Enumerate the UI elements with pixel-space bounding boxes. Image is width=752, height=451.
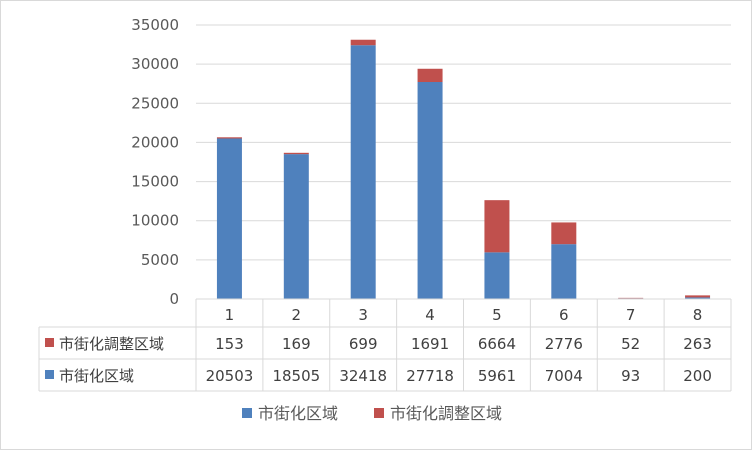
legend-label-urbanized: 市街化区域 [258,404,338,423]
bar-segment-urbanization-control [484,200,509,252]
table-cell-value: 52 [621,335,640,353]
table-cell-value: 6664 [478,335,516,353]
bar-segment-urbanization-control [284,153,309,154]
y-tick-label: 5000 [141,251,179,269]
y-tick-label: 30000 [131,55,179,73]
bar-segment-urbanized [351,45,376,299]
table-cell-value: 20503 [206,367,254,385]
table-cell-value: 27718 [406,367,454,385]
bar-segment-urbanized [484,252,509,299]
y-tick-label: 15000 [131,173,179,191]
x-category-label: 8 [693,306,703,324]
bar-segment-urbanized [284,154,309,299]
y-tick-label: 35000 [131,16,179,34]
y-tick-label: 25000 [131,94,179,112]
table-cell-value: 5961 [478,367,516,385]
bar-segment-urbanization-control [551,222,576,244]
x-category-label: 2 [292,306,302,324]
x-category-label: 6 [559,306,569,324]
x-category-label: 7 [626,306,636,324]
y-tick-label: 10000 [131,212,179,230]
bar-segment-urbanization-control [418,69,443,82]
x-category-label: 1 [225,306,235,324]
table-cell-value: 32418 [339,367,387,385]
x-category-label: 4 [425,306,435,324]
legend-swatch-urbanized [242,408,252,418]
table-cell-value: 169 [282,335,311,353]
legend-key-urbanization-control [45,338,54,347]
table-cell-value: 153 [215,335,244,353]
legend-key-urbanized [45,370,54,379]
table-cell-value: 18505 [272,367,320,385]
legend-label-urbanization-control: 市街化調整区域 [390,404,502,423]
table-row-header: 市街化調整区域 [59,335,164,353]
y-tick-label: 20000 [131,133,179,151]
x-category-label: 5 [492,306,502,324]
table-cell-value: 1691 [411,335,449,353]
table-cell-value: 7004 [545,367,583,385]
bar-segment-urbanization-control [217,137,242,138]
x-category-label: 3 [358,306,368,324]
table-cell-value: 2776 [545,335,583,353]
table-cell-value: 263 [683,335,712,353]
y-tick-label: 0 [169,290,179,308]
bar-segment-urbanization-control [351,40,376,45]
table-cell-value: 699 [349,335,378,353]
legend-swatch-urbanization-control [374,408,384,418]
table-row-header: 市街化区域 [59,367,134,385]
table-cell-value: 93 [621,367,640,385]
table-cell-value: 200 [683,367,712,385]
bar-segment-urbanization-control [685,295,710,297]
bar-segment-urbanized [418,82,443,299]
bar-segment-urbanized [551,244,576,299]
bar-segment-urbanized [217,138,242,299]
